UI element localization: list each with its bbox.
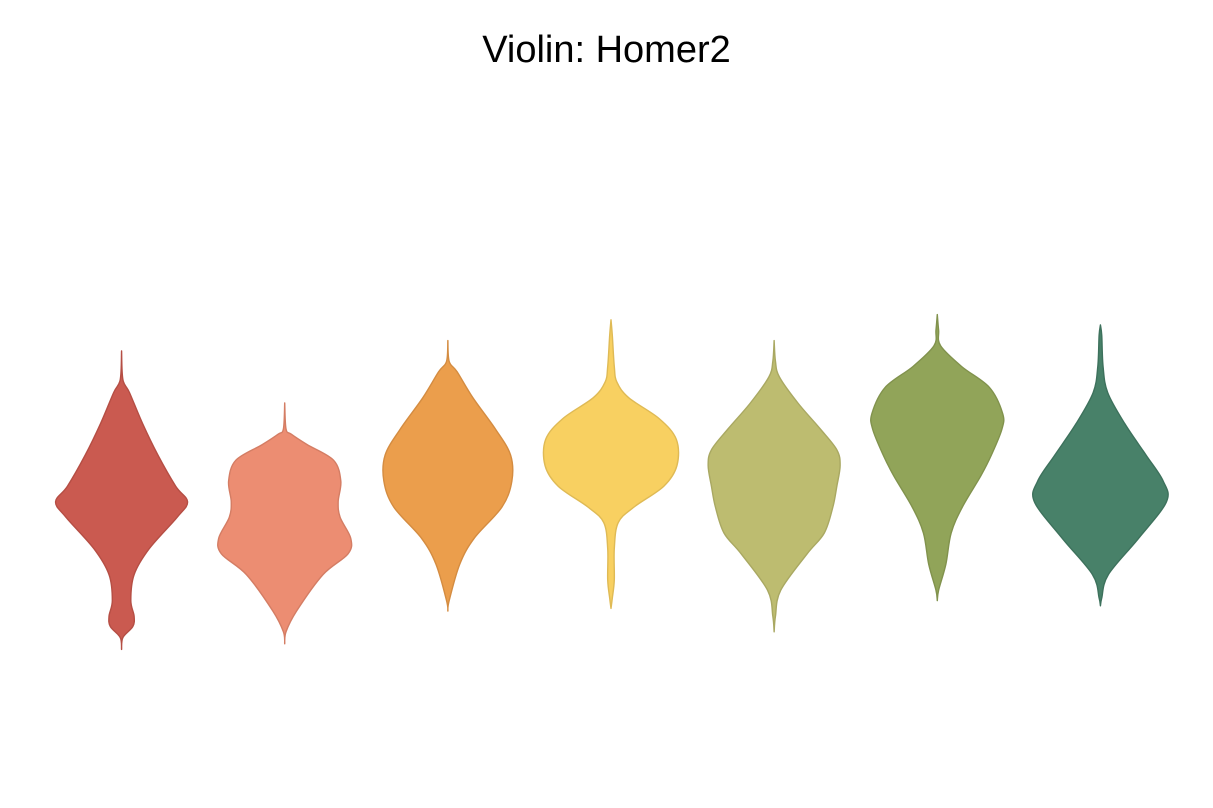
violin-body-5 <box>707 339 841 633</box>
violin-body-7 <box>1032 324 1169 607</box>
violin-4 <box>542 319 680 610</box>
violin-body-6 <box>870 313 1005 602</box>
violin-body-3 <box>382 339 514 612</box>
violin-7 <box>1032 324 1169 607</box>
violin-2 <box>217 402 353 645</box>
chart-title: Violin: Homer2 <box>482 29 731 71</box>
violin-body-4 <box>542 319 680 610</box>
violin-6 <box>870 313 1005 602</box>
violin-5 <box>707 339 841 633</box>
violin-3 <box>382 339 514 612</box>
violin-body-2 <box>217 402 353 645</box>
violin-body-1 <box>54 350 189 651</box>
violin-1 <box>54 350 189 651</box>
